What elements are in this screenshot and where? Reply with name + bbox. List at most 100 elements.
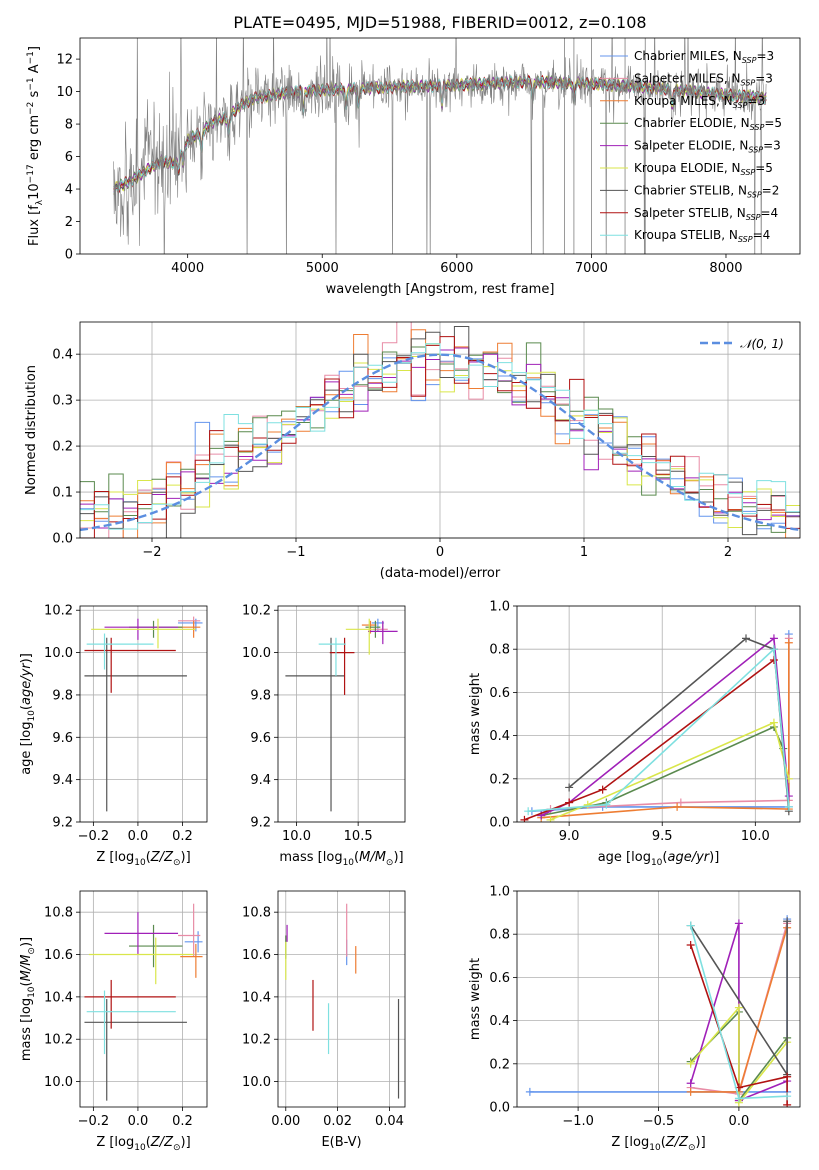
y-axis-label: mass weight xyxy=(468,958,483,1040)
weight-marker xyxy=(783,1072,792,1081)
label-part: −1 xyxy=(26,77,36,90)
label-part: Salpeter ELODIE, N xyxy=(634,139,748,153)
weight-series-salpeter-stelib xyxy=(686,941,792,1107)
legend-label-chabrier-elodie: Chabrier ELODIE, NSSP=5 xyxy=(634,116,782,132)
weight-marker xyxy=(546,815,555,822)
weight-line xyxy=(690,1005,788,1105)
y-tick-label: 0.4 xyxy=(489,729,510,744)
x-tick-label: 0.02 xyxy=(323,1114,352,1129)
axes-frame xyxy=(79,890,208,1108)
weight-marker xyxy=(734,1003,743,1012)
x-tick-label: 0.0 xyxy=(128,829,149,844)
error-point-chabrier-stelib xyxy=(285,637,345,812)
label-subscript: 10 xyxy=(649,1143,661,1153)
legend-label-normal: 𝒩(0, 1) xyxy=(740,337,784,351)
x-tick-label: 10.5 xyxy=(344,829,373,844)
y-tick-label: 9.8 xyxy=(250,688,271,703)
x-tick-label: 6000 xyxy=(440,261,473,276)
weight-marker xyxy=(742,634,751,643)
label-part: )] xyxy=(709,850,719,865)
panel-age-vs-z: −0.2 0.0 0.29.29.49.69.810.010.2Z [log10(Z… xyxy=(19,604,208,868)
label-part: )] xyxy=(696,1135,706,1150)
weight-line xyxy=(541,642,790,819)
label-part: Kroupa ELODIE, N xyxy=(634,161,741,175)
legend-label-kroupa-miles: Kroupa MILES, NSSP=3 xyxy=(634,94,765,110)
error-point-kroupa-stelib xyxy=(86,633,154,670)
weight-marker xyxy=(686,1059,695,1068)
error-point-chabrier-stelib xyxy=(84,637,187,812)
label-part: 10 xyxy=(27,986,37,998)
error-point-kroupa-elodie xyxy=(88,937,194,985)
legend-label-chabrier-miles: Chabrier MILES, NSSP=3 xyxy=(634,49,774,65)
weight-marker xyxy=(734,919,743,928)
label-part: 10 xyxy=(27,710,37,722)
x-tick-label: 0.00 xyxy=(271,1114,300,1129)
x-tick-label: 0.2 xyxy=(172,829,193,844)
y-tick-label: 10.0 xyxy=(242,646,271,661)
label-subscript: SSP xyxy=(733,101,748,110)
label-subscript: ⊙ xyxy=(173,1143,181,1153)
error-point-kroupa-elodie xyxy=(345,618,375,655)
label-part: A xyxy=(27,64,42,77)
weight-marker xyxy=(784,802,793,811)
y-tick-label: 0.2 xyxy=(489,772,510,787)
y-tick-label: 0.2 xyxy=(489,1057,510,1072)
x-tick-label: −0.5 xyxy=(643,1114,675,1129)
x-tick-label: 1 xyxy=(580,545,588,560)
weight-series-salpeter-stelib xyxy=(520,656,778,822)
panel-spectrum: 4000 5000 6000 7000 8000 0 2 4 6 8 10 12 wavelength … xyxy=(26,37,801,297)
y-tick-label: 10.2 xyxy=(44,604,73,619)
y-axis-label: Flux [fλ10−17 erg cm−2 s−1 A−1] xyxy=(26,46,45,246)
y-axis-label: age [log10(age/yr)] xyxy=(19,653,37,775)
error-point-kroupa-stelib xyxy=(86,990,176,1055)
legend: 𝒩(0, 1) xyxy=(700,337,784,351)
y-tick-label: 0.0 xyxy=(489,816,510,831)
label-part: =3 xyxy=(756,49,774,63)
weight-marker xyxy=(769,645,778,654)
label-part: )] xyxy=(393,850,403,865)
x-tick-label: 0.0 xyxy=(729,1114,750,1129)
plot-area xyxy=(525,915,792,1107)
weight-marker xyxy=(565,783,574,792)
weight-marker xyxy=(783,1100,792,1107)
x-tick-label: −0.2 xyxy=(78,829,110,844)
weight-marker xyxy=(602,800,611,809)
y-tick-label: 10.2 xyxy=(242,1033,271,1048)
panel-age-vs-mass: 10.0 10.5 9.2 9.4 9.6 9.8 10.0 10.2 mass [log10(… xyxy=(242,604,406,868)
y-tick-label: 0.3 xyxy=(52,394,73,409)
legend-label-salpeter-miles: Salpeter MILES, NSSP=3 xyxy=(634,71,773,87)
label-part: M/M xyxy=(19,955,34,982)
error-point-chabrier-elodie xyxy=(365,620,381,638)
y-axis-label: mass weight xyxy=(468,673,483,755)
y-tick-label: 9.6 xyxy=(52,731,73,746)
y-tick-label: 6 xyxy=(65,150,73,165)
y-tick-label: 1.0 xyxy=(489,885,510,900)
label-subscript: SSP xyxy=(748,146,763,155)
x-tick-label: 7000 xyxy=(575,261,608,276)
axes-frame xyxy=(516,605,801,823)
legend-label-kroupa-stelib: Kroupa STELIB, NSSP=4 xyxy=(634,228,770,244)
label-part: =2 xyxy=(762,183,780,197)
label-part: erg cm xyxy=(27,115,42,164)
x-tick-label: −1.0 xyxy=(562,1114,594,1129)
weight-marker xyxy=(520,815,529,822)
weight-line xyxy=(524,659,775,821)
y-tick-label: 0.6 xyxy=(489,971,510,986)
label-part: Salpeter MILES, N xyxy=(634,71,741,85)
weight-marker xyxy=(784,638,793,647)
label-part: Flux [f xyxy=(27,205,42,246)
x-axis-label: age [log10(age/yr)] xyxy=(598,850,720,868)
label-part: age/yr xyxy=(667,850,710,865)
weight-series-kroupa-stelib xyxy=(686,921,792,1103)
plot-area xyxy=(80,322,800,538)
y-tick-label: 12 xyxy=(56,53,73,68)
label-part: ( xyxy=(662,850,667,865)
x-tick-label: 4000 xyxy=(171,261,204,276)
y-tick-label: 0.2 xyxy=(52,440,73,455)
weight-marker xyxy=(525,1087,534,1096)
label-part: −17 xyxy=(26,164,36,183)
label-part: Z [log xyxy=(611,1135,649,1150)
panel-mass-vs-z: −0.2 0.0 0.210.010.210.410.610.8Z [log10(Z… xyxy=(19,890,208,1153)
